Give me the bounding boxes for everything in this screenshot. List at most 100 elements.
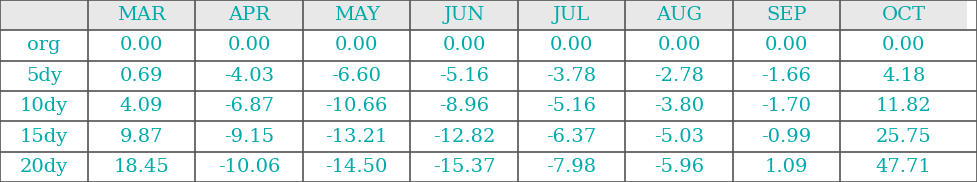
Bar (410, 30, 518, 61)
Text: 0.00: 0.00 (658, 37, 701, 54)
Bar (410, 61, 518, 91)
Text: -14.50: -14.50 (325, 158, 388, 176)
Bar (195, 30, 303, 61)
Bar (840, 121, 967, 152)
Text: -10.66: -10.66 (325, 97, 388, 115)
Bar (88, 0, 195, 30)
Bar (518, 61, 625, 91)
Text: -13.21: -13.21 (325, 128, 388, 145)
Bar (733, 121, 840, 152)
Text: APR: APR (228, 6, 271, 24)
Bar (88, 152, 195, 182)
Bar (195, 0, 303, 30)
Bar (625, 152, 733, 182)
Bar (0, 91, 88, 121)
Bar (840, 61, 967, 91)
Text: -6.37: -6.37 (546, 128, 597, 145)
Text: -1.66: -1.66 (761, 67, 812, 85)
Bar (303, 91, 410, 121)
Text: -10.06: -10.06 (218, 158, 280, 176)
Bar (518, 152, 625, 182)
Text: -2.78: -2.78 (654, 67, 704, 85)
Text: -0.99: -0.99 (761, 128, 812, 145)
Text: -9.15: -9.15 (224, 128, 275, 145)
Bar (625, 61, 733, 91)
Bar (88, 30, 195, 61)
Bar (840, 152, 967, 182)
Bar (88, 91, 195, 121)
Bar (303, 152, 410, 182)
Text: 47.71: 47.71 (875, 158, 932, 176)
Bar (410, 0, 518, 30)
Bar (518, 121, 625, 152)
Bar (88, 121, 195, 152)
Bar (410, 91, 518, 121)
Bar (733, 152, 840, 182)
Bar (840, 0, 967, 30)
Bar (303, 121, 410, 152)
Text: 5dy: 5dy (26, 67, 62, 85)
Text: 0.00: 0.00 (228, 37, 271, 54)
Bar (840, 91, 967, 121)
Text: JUL: JUL (553, 6, 590, 24)
Text: -1.70: -1.70 (761, 97, 812, 115)
Bar (625, 91, 733, 121)
Text: -5.16: -5.16 (439, 67, 489, 85)
Text: SEP: SEP (766, 6, 807, 24)
Text: 20dy: 20dy (20, 158, 68, 176)
Bar (0, 0, 88, 30)
Bar (195, 91, 303, 121)
Text: 0.00: 0.00 (443, 37, 486, 54)
Bar (0, 121, 88, 152)
Bar (303, 0, 410, 30)
Text: AUG: AUG (656, 6, 702, 24)
Text: 1.09: 1.09 (765, 158, 808, 176)
Bar (410, 152, 518, 182)
Bar (518, 30, 625, 61)
Text: 0.00: 0.00 (120, 37, 163, 54)
Text: 0.00: 0.00 (335, 37, 378, 54)
Bar (518, 0, 625, 30)
Bar (303, 61, 410, 91)
Bar (195, 121, 303, 152)
Text: 0.00: 0.00 (550, 37, 593, 54)
Bar (0, 30, 88, 61)
Text: 0.00: 0.00 (765, 37, 808, 54)
Bar (625, 30, 733, 61)
Text: 15dy: 15dy (20, 128, 68, 145)
Bar (733, 61, 840, 91)
Bar (195, 152, 303, 182)
Text: MAR: MAR (117, 6, 166, 24)
Text: MAY: MAY (333, 6, 380, 24)
Text: -5.03: -5.03 (654, 128, 704, 145)
Text: -3.78: -3.78 (546, 67, 597, 85)
Text: -4.03: -4.03 (224, 67, 275, 85)
Bar (410, 121, 518, 152)
Bar (625, 121, 733, 152)
Text: 0.69: 0.69 (120, 67, 163, 85)
Text: -5.96: -5.96 (654, 158, 704, 176)
Text: -6.87: -6.87 (224, 97, 275, 115)
Text: -15.37: -15.37 (433, 158, 495, 176)
Bar (195, 61, 303, 91)
Text: org: org (27, 37, 61, 54)
Text: 10dy: 10dy (20, 97, 68, 115)
Bar (88, 61, 195, 91)
Text: 9.87: 9.87 (120, 128, 163, 145)
Text: JUN: JUN (444, 6, 485, 24)
Bar (733, 91, 840, 121)
Text: 0.00: 0.00 (882, 37, 925, 54)
Bar (0, 152, 88, 182)
Text: 18.45: 18.45 (113, 158, 170, 176)
Bar (0, 61, 88, 91)
Text: -5.16: -5.16 (546, 97, 597, 115)
Text: -12.82: -12.82 (433, 128, 495, 145)
Text: -6.60: -6.60 (331, 67, 382, 85)
Text: 4.09: 4.09 (120, 97, 163, 115)
Bar (733, 0, 840, 30)
Text: 11.82: 11.82 (875, 97, 932, 115)
Text: -8.96: -8.96 (439, 97, 489, 115)
Text: -7.98: -7.98 (546, 158, 597, 176)
Text: -3.80: -3.80 (654, 97, 704, 115)
Bar (303, 30, 410, 61)
